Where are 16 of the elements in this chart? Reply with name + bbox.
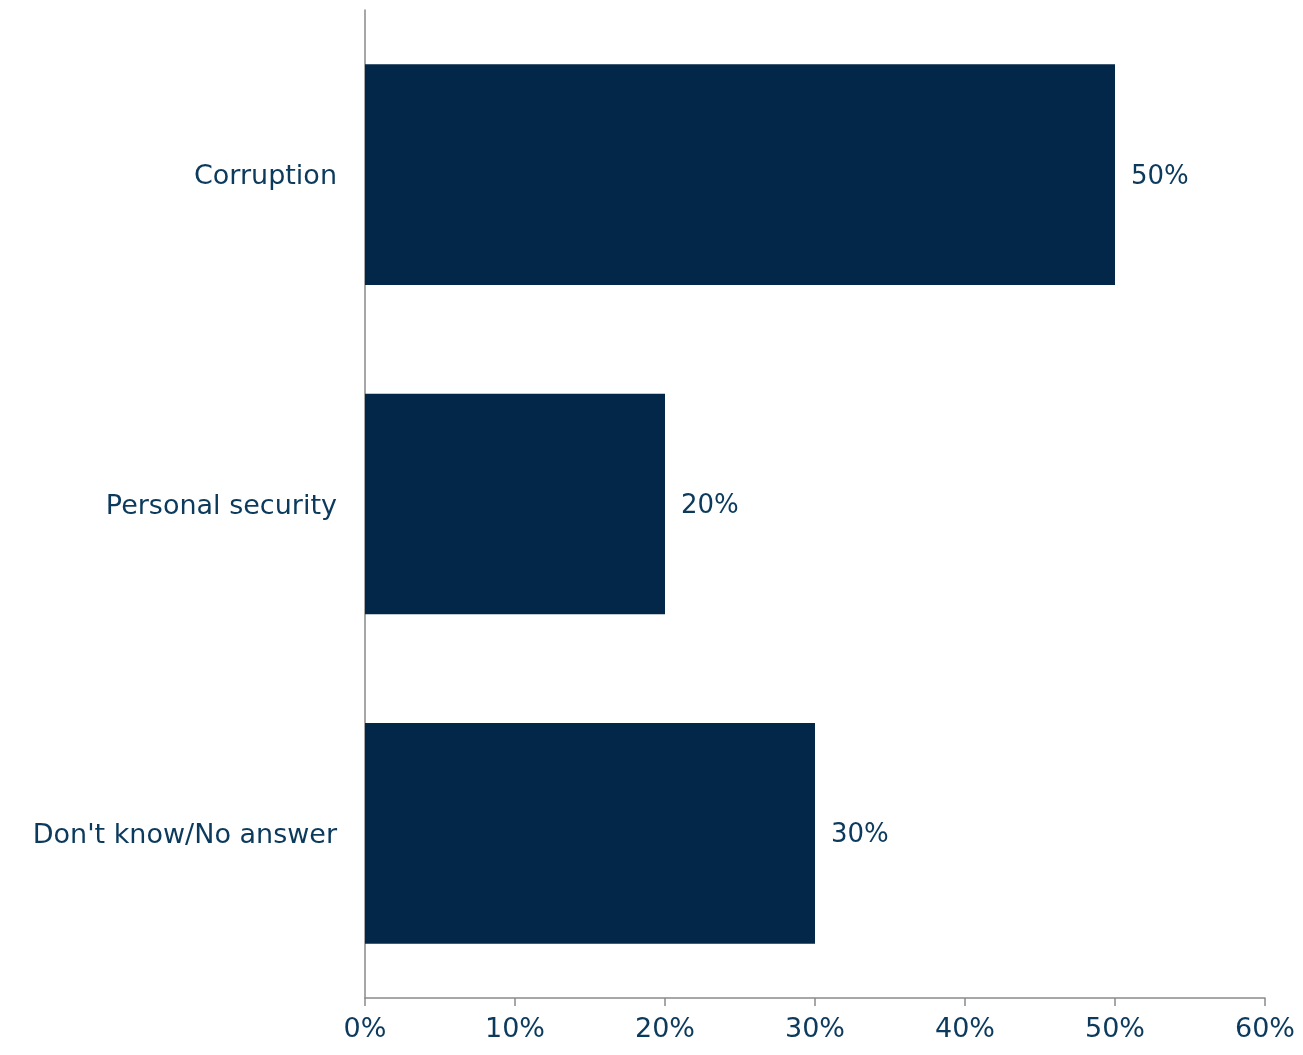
y-tick-label: Personal security <box>105 488 338 520</box>
x-tick-label: 50% <box>1084 1012 1146 1043</box>
bar <box>365 723 815 944</box>
bar <box>365 393 665 615</box>
data-label: 50% <box>1131 159 1189 190</box>
data-label: 30% <box>831 818 889 849</box>
bar <box>365 64 1115 285</box>
x-tick-label: 0% <box>343 1012 387 1043</box>
data-label: 20% <box>681 489 739 519</box>
x-tick-label: 10% <box>484 1012 546 1043</box>
y-tick-label: Don't know/No answer <box>32 817 338 849</box>
x-tick-label: 40% <box>934 1012 996 1043</box>
x-tick-label: 30% <box>784 1012 846 1043</box>
x-tick-label: 20% <box>634 1012 696 1043</box>
x-tick-label: 60% <box>1234 1012 1296 1043</box>
y-tick-label: Corruption <box>193 159 337 191</box>
